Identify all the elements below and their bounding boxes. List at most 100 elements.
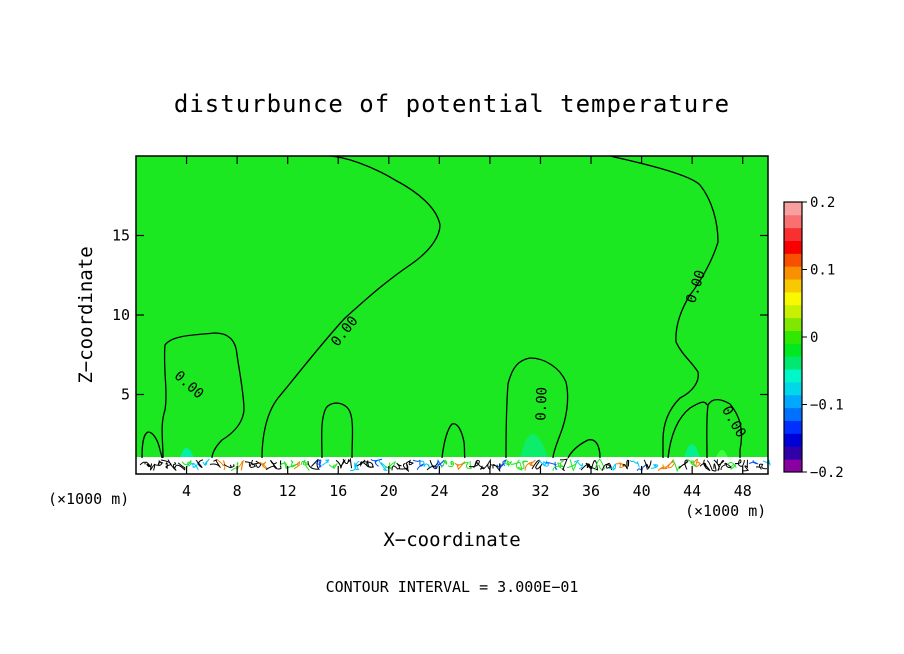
- x-tick-label: 32: [531, 482, 549, 500]
- colorbar-segment: [784, 279, 802, 293]
- plume-1: [180, 448, 194, 458]
- contour-right-bumps: [667, 401, 708, 459]
- ground-noise-stroke: [489, 463, 502, 473]
- ground-noise-stroke: [349, 460, 360, 472]
- ground-noise-stroke: [405, 459, 415, 466]
- ground-noise-stroke: [321, 459, 330, 466]
- ground-noise-stroke: [251, 460, 262, 468]
- x-tick-label: 8: [233, 482, 242, 500]
- ground-noise-stroke: [447, 460, 455, 468]
- colorbar-tick-label: −0.1: [810, 398, 844, 414]
- colorbar-segment: [784, 433, 802, 447]
- ground-noise-stroke: [237, 460, 245, 471]
- x-tick-label: 24: [430, 482, 448, 500]
- contour-right-ridge: [609, 155, 719, 458]
- x-tick-label: 48: [734, 482, 752, 500]
- ground-noise-stroke: [335, 459, 346, 469]
- ground-noise-stroke: [370, 458, 383, 467]
- y-tick-label: 10: [112, 306, 130, 324]
- colorbar-segment: [784, 343, 802, 357]
- x-tick-label: 16: [329, 482, 347, 500]
- contour-label-4: 0.00: [533, 387, 550, 421]
- contour-interval-note: CONTOUR INTERVAL = 3.000E−01: [326, 578, 579, 596]
- ground-noise-stroke: [601, 462, 613, 471]
- ground-noise-stroke: [650, 463, 659, 469]
- ground-noise-stroke: [139, 461, 151, 468]
- ground-noise-stroke: [419, 460, 430, 468]
- contour-left-blob: [161, 332, 245, 459]
- ground-noise-stroke: [314, 459, 322, 468]
- ground-noise-stroke: [202, 458, 210, 466]
- colorbar-segment: [784, 202, 802, 216]
- ground-noise-stroke: [664, 459, 675, 469]
- ground-noise-stroke: [391, 462, 402, 471]
- ground-noise-stroke: [531, 459, 543, 470]
- colorbar-segment: [784, 369, 802, 383]
- plume-3: [684, 444, 700, 458]
- contour-right-inner: [706, 398, 743, 459]
- colorbar-segment: [784, 407, 802, 421]
- ground-noise-stroke: [755, 463, 767, 471]
- ground-noise-stroke: [741, 459, 750, 472]
- ground-noise-stroke: [629, 460, 640, 468]
- ground-noise-stroke: [279, 461, 288, 470]
- ground-noise-stroke: [503, 460, 513, 467]
- colorbar-tick-label: 0.2: [810, 195, 835, 211]
- ground-noise-stroke: [713, 459, 725, 472]
- colorbar-segment: [784, 459, 802, 473]
- ground-noise-stroke: [363, 460, 375, 468]
- colorbar-segment: [784, 356, 802, 370]
- ground-noise-stroke: [342, 457, 353, 469]
- contour-bump-32: [505, 357, 569, 459]
- ground-noise-stroke: [377, 459, 388, 471]
- colorbar-segment: [784, 446, 802, 460]
- colorbar-segment: [784, 253, 802, 267]
- ground-noise-stroke: [216, 458, 226, 471]
- chart-title: disturbunce of potential temperature: [174, 90, 730, 118]
- ground-noise-stroke: [300, 459, 310, 471]
- ground-noise-stroke: [286, 460, 299, 469]
- x-tick-label: 36: [582, 482, 600, 500]
- colorbar-ticks: −0.2 −0.1 0 0.1 0.2: [802, 195, 844, 481]
- y-axis-label: Z−coordinate: [75, 246, 97, 383]
- x-tick-label: 12: [279, 482, 297, 500]
- ground-noise-stroke: [258, 461, 269, 470]
- ground-noise-stroke: [461, 461, 472, 470]
- x-tick-label: 28: [481, 482, 499, 500]
- contour-bump-25: [441, 423, 466, 459]
- contour-main-left: [261, 155, 441, 459]
- ground-noise-stroke: [244, 459, 257, 468]
- contour-lines: [141, 155, 743, 459]
- contour-bump-16: [321, 402, 354, 459]
- contour-small-left: [141, 431, 163, 459]
- ground-noise-stroke: [160, 459, 172, 469]
- ground-noise-stroke: [517, 460, 529, 470]
- ground-noise-stroke: [433, 458, 445, 469]
- ground-noise-stroke: [608, 463, 617, 471]
- ground-noise-stroke: [615, 462, 627, 469]
- ground-noise-stroke: [685, 458, 696, 468]
- plot-area: 0.00 0.00 0.00 0.00 0.00: [135, 155, 771, 475]
- ground-noise-stroke: [167, 459, 177, 471]
- x-unit-right: (×1000 m): [685, 502, 766, 520]
- ground-noise-stroke: [440, 459, 448, 468]
- ground-noise-stroke: [412, 459, 425, 471]
- ground-noise-stroke: [146, 463, 156, 471]
- ground-noise-stroke: [699, 459, 711, 472]
- x-axis-label: X−coordinate: [383, 529, 520, 551]
- x-tick-label: 20: [380, 482, 398, 500]
- ground-noise-stroke: [468, 459, 480, 468]
- ground-noise-stroke: [209, 459, 221, 468]
- ground-noise-stroke: [524, 459, 536, 471]
- ground-noise-stroke: [706, 460, 717, 472]
- x-tick-label: 4: [182, 482, 191, 500]
- ground-noise-stroke: [552, 461, 564, 471]
- ground-noise-stroke: [594, 458, 606, 471]
- ground-noise-stroke: [398, 463, 410, 473]
- colorbar-tick-label: 0.1: [810, 263, 835, 279]
- colorbar-segment: [784, 304, 802, 319]
- ground-noise-stroke: [181, 460, 194, 468]
- plume-2: [520, 434, 548, 458]
- ground-noise-stroke: [188, 461, 200, 471]
- ground-noise-stroke: [678, 459, 690, 470]
